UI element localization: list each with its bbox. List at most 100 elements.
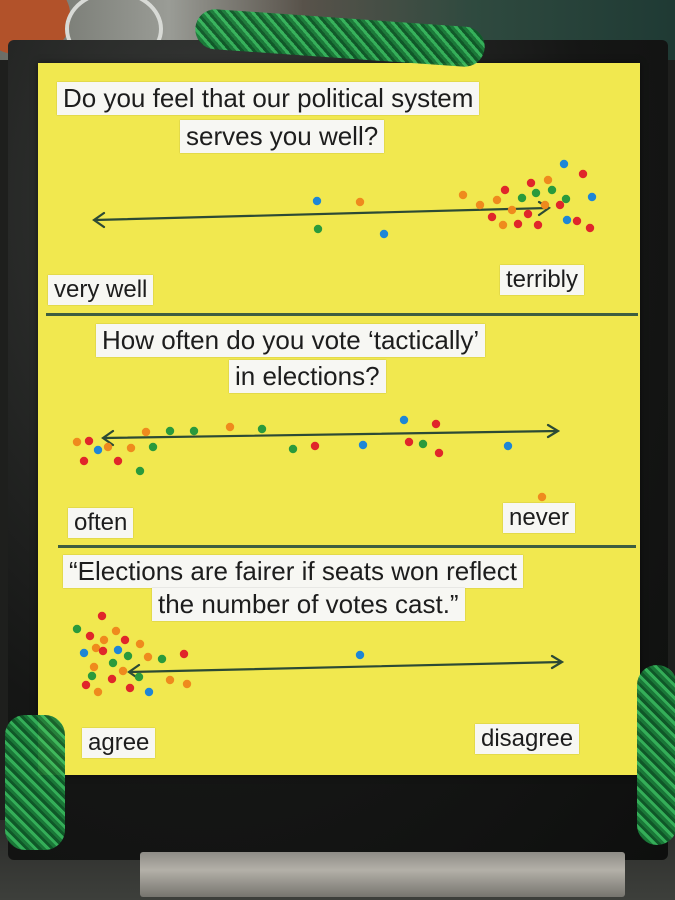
sticker-dot — [143, 652, 153, 662]
sticker-dot — [379, 229, 389, 239]
sticker-dot — [93, 445, 103, 455]
sticker-dot — [141, 427, 151, 437]
sticker-dot — [135, 639, 145, 649]
fold-line — [58, 545, 636, 548]
sticker-dot — [144, 687, 154, 697]
sticker-dot — [108, 658, 118, 668]
sticker-dot — [123, 651, 133, 661]
green-tinsel — [5, 715, 65, 850]
sticker-dot — [458, 190, 468, 200]
scale-3-right-label: disagree — [475, 724, 580, 754]
sticker-dot — [85, 631, 95, 641]
sticker-dot — [404, 437, 414, 447]
sticker-dot — [561, 194, 571, 204]
sticker-dot — [126, 443, 136, 453]
sticker-dot — [399, 415, 409, 425]
sticker-dot — [79, 456, 89, 466]
sticker-dot — [135, 466, 145, 476]
sticker-dot — [72, 437, 82, 447]
sticker-dot — [572, 216, 582, 226]
sticker-dot — [355, 197, 365, 207]
easel-crossbar — [140, 852, 625, 897]
sticker-dot — [355, 650, 365, 660]
sticker-dot — [312, 196, 322, 206]
sticker-dot — [157, 654, 167, 664]
sticker-dot — [120, 635, 130, 645]
sticker-dot — [526, 178, 536, 188]
sticker-dot — [165, 426, 175, 436]
sticker-dot — [434, 448, 444, 458]
sticker-dot — [125, 683, 135, 693]
sticker-dot — [555, 200, 565, 210]
sticker-dot — [500, 185, 510, 195]
sticker-dot — [431, 419, 441, 429]
sticker-dot — [118, 666, 128, 676]
sticker-dot — [492, 195, 502, 205]
sticker-dot — [513, 219, 523, 229]
sticker-dot — [562, 215, 572, 225]
sticker-dot — [533, 220, 543, 230]
scale-1-right-label: terribly — [500, 265, 585, 295]
sticker-dot — [578, 169, 588, 179]
question-1-line-2: serves you well? — [180, 120, 385, 153]
sticker-dot — [475, 200, 485, 210]
sticker-dot — [165, 675, 175, 685]
sticker-dot — [507, 205, 517, 215]
sticker-dot — [517, 193, 527, 203]
sticker-dot — [418, 439, 428, 449]
question-3-line-1: “Elections are fairer if seats won refle… — [63, 555, 523, 588]
sticker-dot — [99, 635, 109, 645]
sticker-dot — [107, 674, 117, 684]
sticker-dot — [113, 456, 123, 466]
sticker-dot — [98, 646, 108, 656]
sticker-dot — [559, 159, 569, 169]
sticker-dot — [182, 679, 192, 689]
sticker-dot — [587, 192, 597, 202]
question-2-line-1: How often do you vote ‘tactically’ — [96, 324, 486, 357]
sticker-dot — [257, 424, 267, 434]
sticker-dot — [111, 626, 121, 636]
sticker-dot — [523, 209, 533, 219]
sticker-dot — [113, 645, 123, 655]
sticker-dot — [487, 212, 497, 222]
sticker-dot — [540, 200, 550, 210]
sticker-dot — [313, 224, 323, 234]
scale-3-left-label: agree — [82, 728, 156, 758]
question-3-line-2: the number of votes cast.” — [152, 588, 465, 621]
sticker-dot — [498, 220, 508, 230]
sticker-dot — [79, 648, 89, 658]
sticker-dot — [93, 687, 103, 697]
sticker-dot — [225, 422, 235, 432]
sticker-dot — [358, 440, 368, 450]
green-tinsel — [637, 665, 675, 845]
sticker-dot — [97, 611, 107, 621]
sticker-dot — [179, 649, 189, 659]
sticker-dot — [134, 672, 144, 682]
sticker-dot — [148, 442, 158, 452]
question-1-line-1: Do you feel that our political system — [57, 82, 480, 115]
sticker-dot — [288, 444, 298, 454]
sticker-dot — [103, 442, 113, 452]
sticker-dot — [585, 223, 595, 233]
sticker-dot — [84, 436, 94, 446]
scale-3-arrow — [127, 654, 565, 681]
scale-2-right-label: never — [503, 503, 576, 533]
scale-1-left-label: very well — [48, 275, 154, 305]
scale-2-left-label: often — [68, 508, 134, 538]
sticker-dot — [537, 492, 547, 502]
fold-line — [46, 313, 638, 316]
yellow-poster — [38, 63, 640, 775]
sticker-dot — [531, 188, 541, 198]
sticker-dot — [72, 624, 82, 634]
sticker-dot — [547, 185, 557, 195]
sticker-dot — [503, 441, 513, 451]
sticker-dot — [189, 426, 199, 436]
scale-2-arrow — [101, 423, 561, 447]
question-2-line-2: in elections? — [229, 360, 386, 393]
sticker-dot — [89, 662, 99, 672]
sticker-dot — [87, 671, 97, 681]
sticker-dot — [91, 643, 101, 653]
sticker-dot — [310, 441, 320, 451]
